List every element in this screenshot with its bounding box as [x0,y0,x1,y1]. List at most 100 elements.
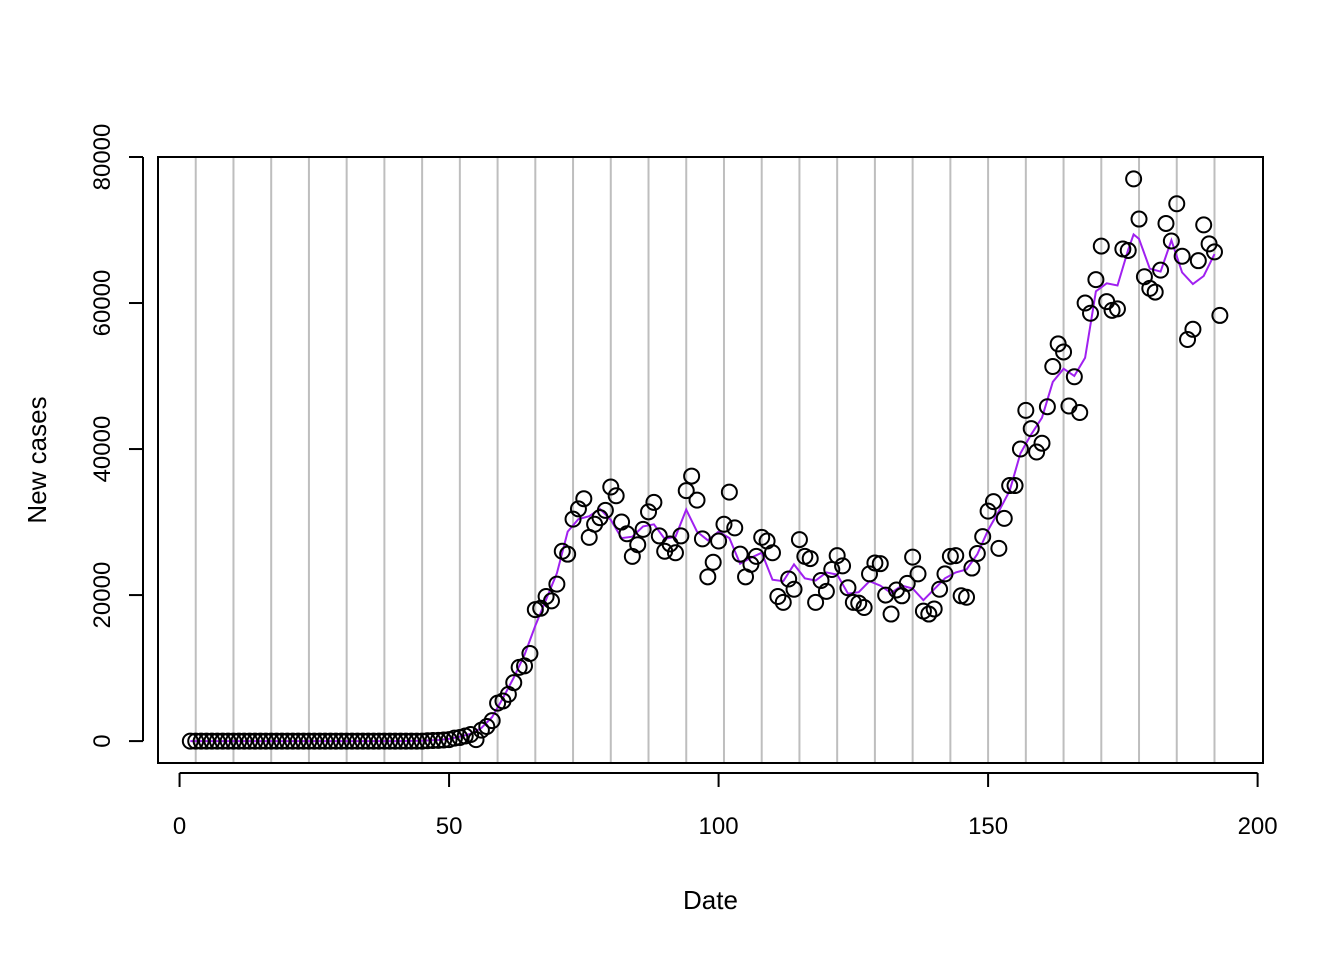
data-point [710,532,728,550]
data-point [1146,283,1164,301]
x-tick-label: 0 [173,813,186,840]
data-point [365,732,383,750]
data-point [990,539,1008,557]
data-point [726,519,744,537]
data-point [316,732,334,750]
data-point [720,483,738,501]
y-tick-label: 40000 [89,416,116,483]
x-tick-label: 150 [968,813,1008,840]
data-point [235,732,253,750]
data-point [672,527,690,545]
data-point [187,732,205,750]
data-point [984,493,1002,511]
data-point [305,732,323,750]
data-point [618,525,636,543]
data-point [408,732,426,750]
data-point [925,600,943,618]
x-tick-label: 50 [436,813,463,840]
data-point [774,593,792,611]
data-point [650,527,668,545]
data-point [904,548,922,566]
data-point [268,732,286,750]
data-point [763,544,781,562]
plot-frame [157,156,1264,764]
data-point [505,674,523,692]
data-point [1001,477,1019,495]
data-point [429,731,447,749]
data-point [289,732,307,750]
data-point [402,732,420,750]
data-point [198,732,216,750]
data-point [1082,304,1100,322]
data-point [941,547,959,565]
data-point [634,520,652,538]
data-point [877,586,895,604]
data-point [817,582,835,600]
data-point [332,732,350,750]
data-point [381,732,399,750]
data-point [861,565,879,583]
data-point [386,732,404,750]
data-point [219,732,237,750]
data-point [1179,331,1197,349]
data-point [909,565,927,583]
data-point [397,732,415,750]
data-point [1162,232,1180,250]
data-point [866,554,884,572]
data-point [321,732,339,750]
smooth-line-layer [190,232,1216,743]
data-point [483,712,501,730]
data-point [478,717,496,735]
data-point [920,605,938,623]
data-point [462,726,480,744]
data-point [1017,401,1035,419]
data-point [208,732,226,750]
data-point [311,732,329,750]
data-point [559,545,577,563]
data-point [214,732,232,750]
data-point [548,575,566,593]
data-point [370,732,388,750]
data-point [1205,243,1223,261]
data-point [343,732,361,750]
data-point [596,501,614,519]
data-point [262,732,280,750]
data-point [1076,294,1094,312]
data-point [278,732,296,750]
data-point [1065,368,1083,386]
data-point [828,547,846,565]
data-point [769,588,787,606]
data-point [1119,241,1137,259]
data-point [435,731,453,749]
data-point [1087,271,1105,289]
data-point [1125,170,1143,188]
data-point [699,568,717,586]
data-point [693,530,711,548]
data-point [958,588,976,606]
data-point [968,544,986,562]
data-point [1108,300,1126,318]
grid-lines [194,157,1216,763]
data-point [564,510,582,528]
data-point [354,732,372,750]
data-point [1189,252,1207,270]
data-point [979,502,997,520]
data-point [947,547,965,565]
data-point [284,732,302,750]
data-point [780,570,798,588]
data-point [834,557,852,575]
data-point [871,555,889,573]
data-point [963,559,981,577]
data-point [295,732,313,750]
data-point [995,509,1013,527]
data-point [392,732,410,750]
data-point [607,487,625,505]
data-point [666,544,684,562]
data-point [715,515,733,533]
data-point [1092,237,1110,255]
y-tick-label: 60000 [89,270,116,337]
data-point [419,732,437,750]
x-axis: 0 50 100 150 200 [173,772,1278,840]
data-point [230,732,248,750]
